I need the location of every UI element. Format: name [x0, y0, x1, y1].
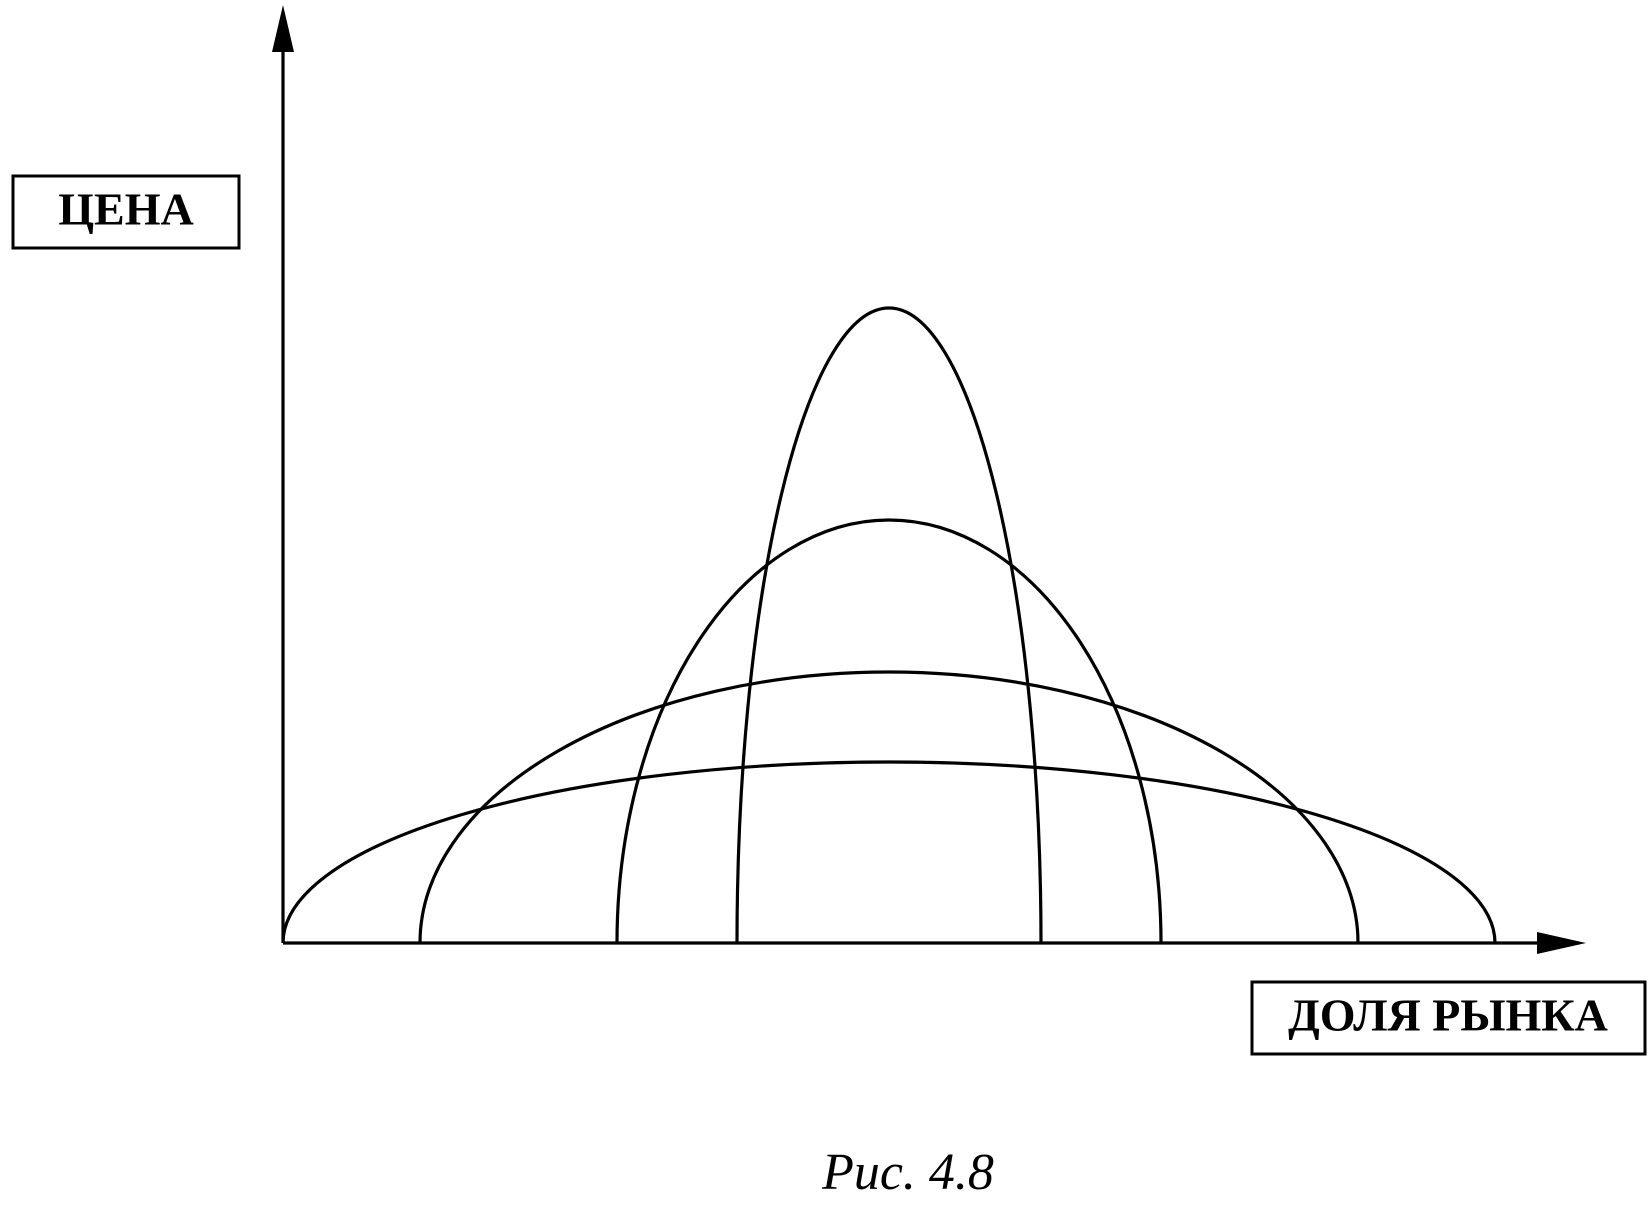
x-label-box [1250, 980, 1647, 1056]
y-label-box [11, 174, 241, 250]
caption: Рис. 4.8 [821, 1144, 994, 1201]
y-axis-arrow [272, 5, 294, 52]
curve [735, 306, 1043, 944]
curve [418, 670, 1360, 944]
x-axis-label: ДОЛЯ РЫНКА [1288, 990, 1608, 1041]
x-axis-arrow [1537, 932, 1586, 954]
curve [615, 518, 1163, 944]
curve [281, 760, 1497, 944]
y-axis-label: ЦЕНА [58, 184, 193, 235]
